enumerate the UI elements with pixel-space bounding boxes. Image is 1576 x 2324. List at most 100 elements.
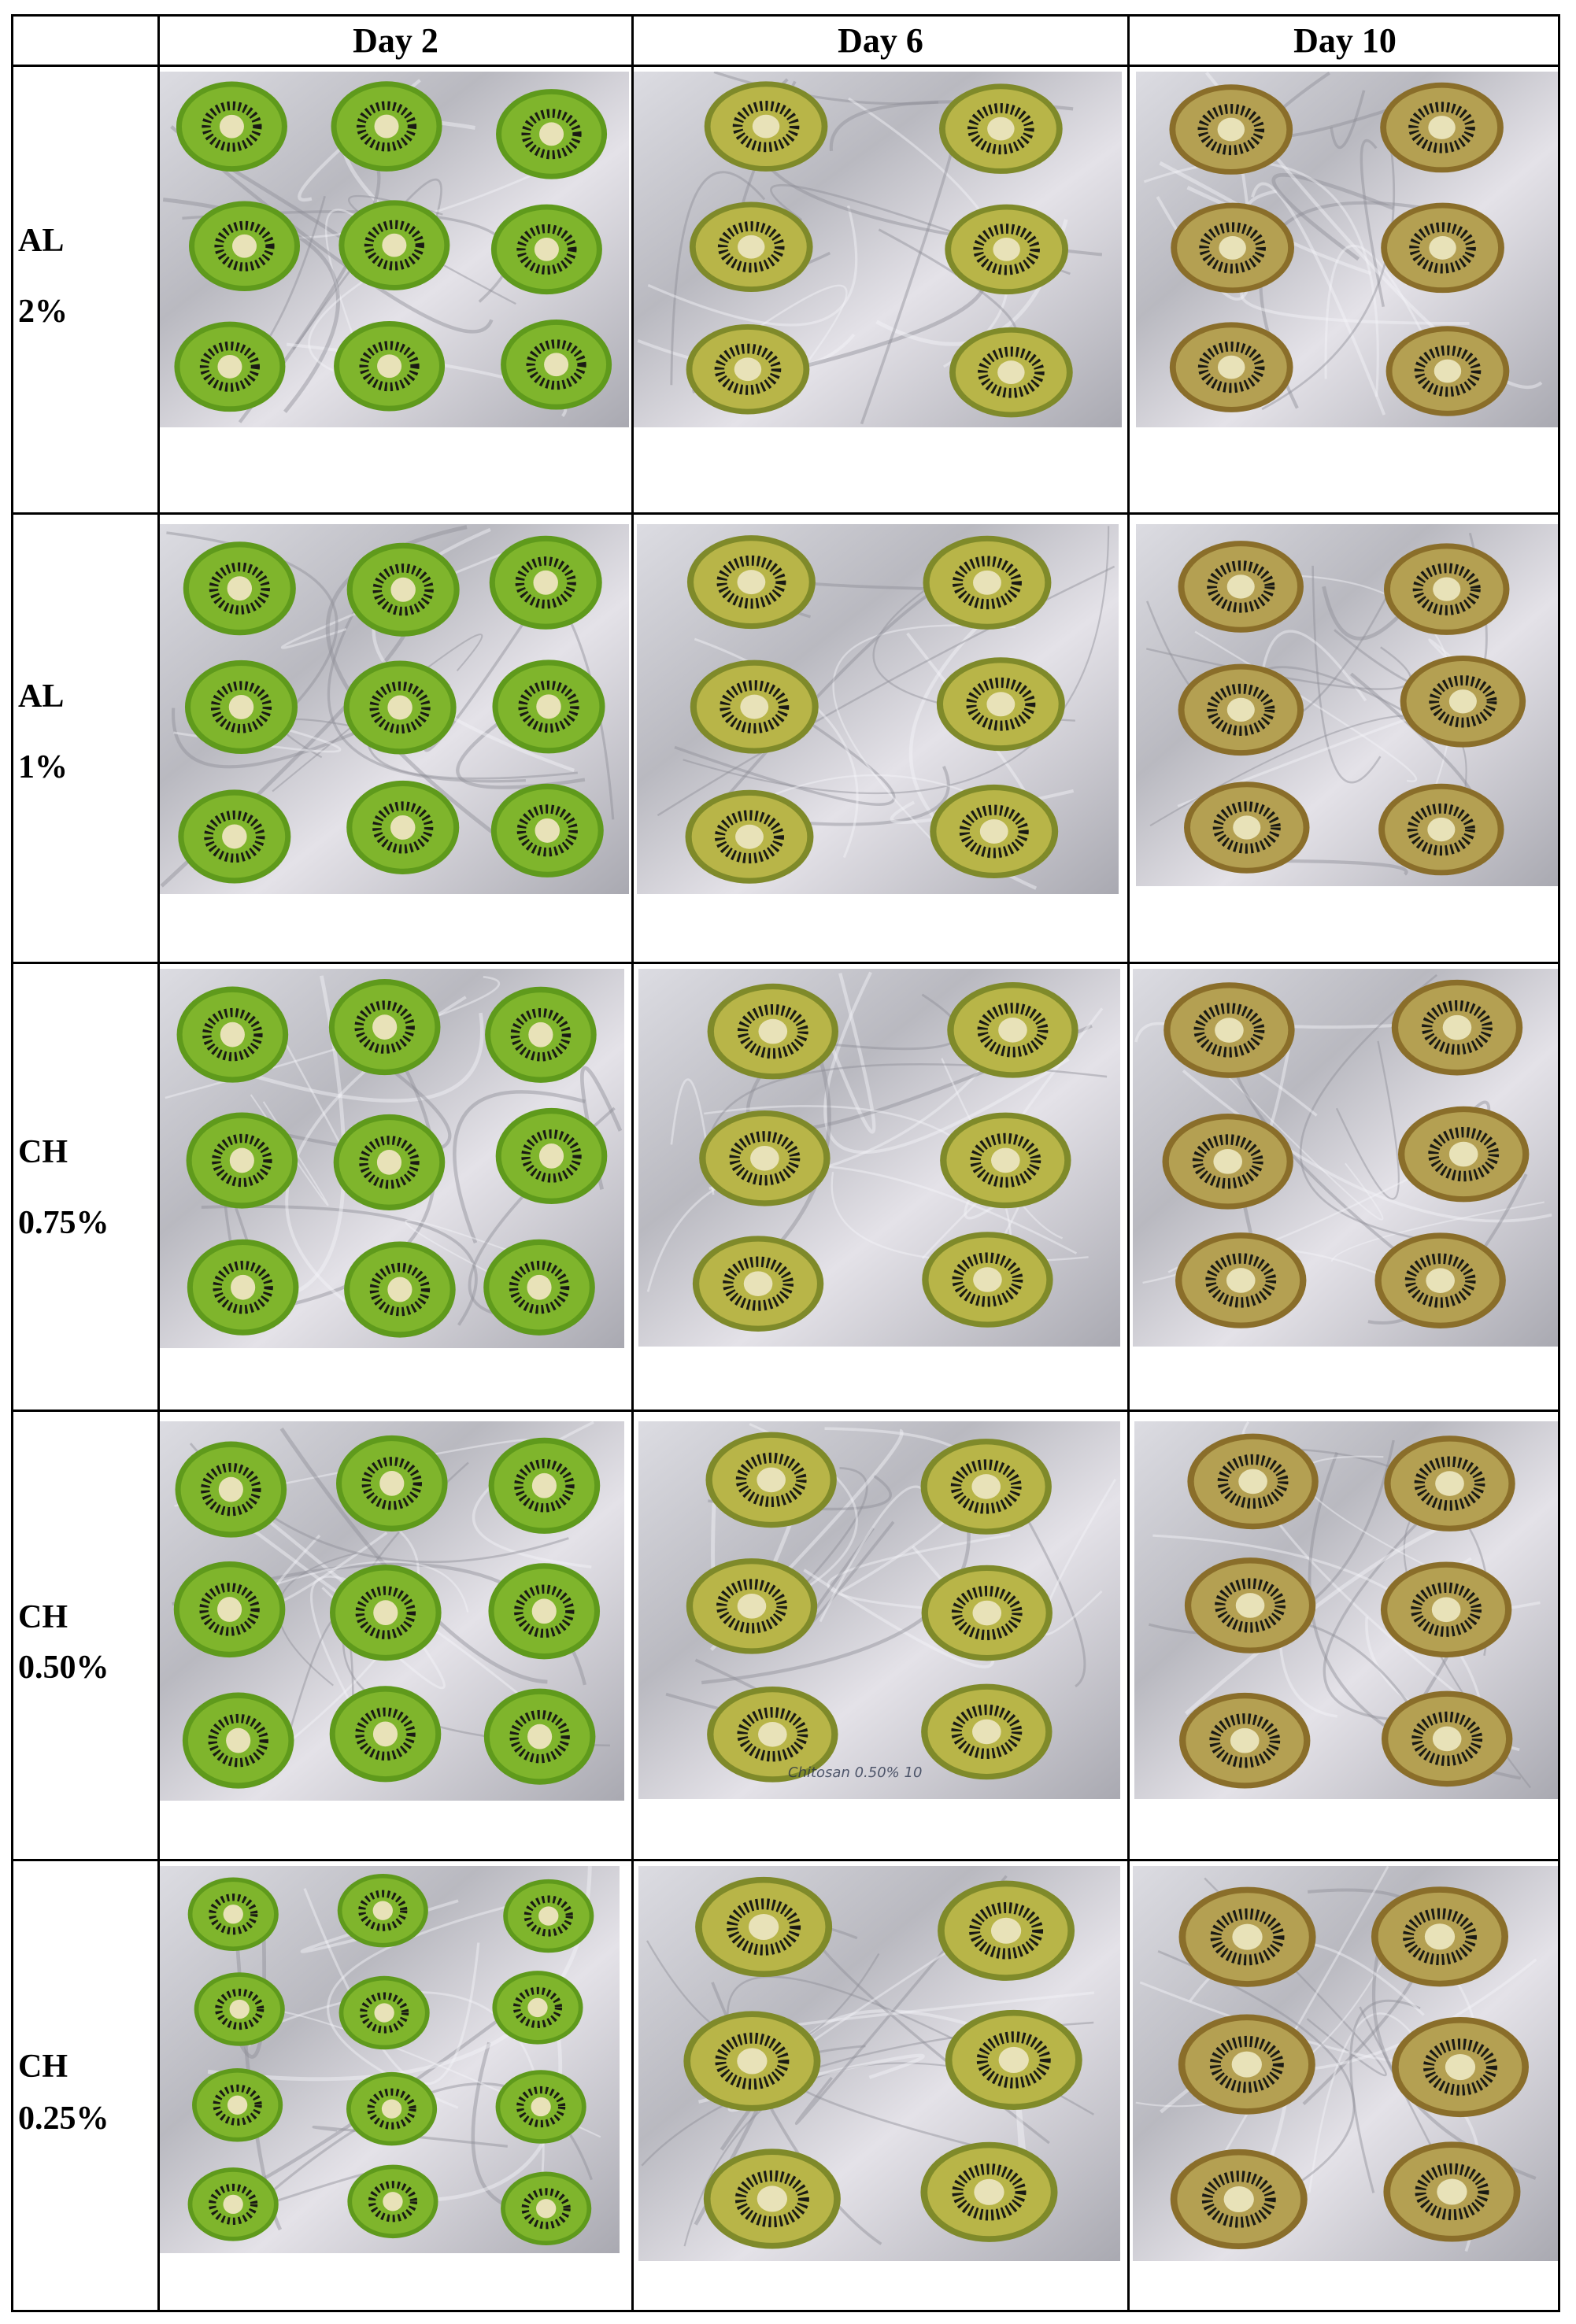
kiwi-slice-photo: [1136, 524, 1558, 886]
kiwi-slice: [1169, 84, 1293, 175]
kiwi-slice: [705, 1432, 837, 1528]
kiwi-slice: [1400, 656, 1526, 748]
kiwi-slice: [1178, 663, 1304, 756]
kiwi-slice: [945, 2009, 1082, 2111]
kiwi-slice: [488, 1437, 601, 1534]
kiwi-slice: [922, 1232, 1053, 1328]
kiwi-slice: [1378, 783, 1504, 876]
header-day-10: Day 10: [1127, 14, 1560, 65]
kiwi-slice: [1178, 2014, 1315, 2115]
kiwi-slice: [1184, 781, 1310, 874]
kiwi-slice-photo: [1133, 969, 1558, 1347]
kiwi-slice: [920, 1439, 1052, 1535]
row-label-concentration: 1%: [18, 749, 68, 785]
kiwi-slice-photo: [634, 72, 1122, 427]
row-label-al-1: AL 1%: [11, 512, 157, 962]
kiwi-slice: [920, 2141, 1058, 2242]
kiwi-slice-photo: [638, 1866, 1120, 2261]
kiwi-slice: [690, 660, 819, 754]
kiwi-slice: [938, 1880, 1075, 1981]
kiwi-slice: [1170, 2148, 1308, 2250]
kiwi-slice: [495, 2070, 586, 2144]
kiwi-slice: [173, 1561, 286, 1658]
row-label-concentration: 0.25%: [18, 2100, 109, 2137]
kiwi-slice: [489, 535, 602, 630]
photo-cell: [157, 512, 631, 962]
kiwi-slice: [492, 1971, 583, 2045]
kiwi-slice: [921, 1565, 1053, 1661]
photo-cell: [631, 512, 1127, 962]
kiwi-slice: [1164, 982, 1295, 1078]
kiwi-slice: [503, 1879, 594, 1953]
kiwi-slice: [485, 986, 597, 1083]
kiwi-slice: [1179, 1692, 1311, 1789]
kiwi-slice: [923, 535, 1052, 630]
kiwi-slice: [1374, 1232, 1506, 1328]
kiwi-slice: [1178, 1886, 1316, 1987]
kiwi-slice: [344, 1241, 456, 1338]
kiwi-slice: [334, 320, 446, 412]
photo-cell: [157, 962, 631, 1410]
kiwi-coating-table: Day 2 Day 6 Day 10 AL 2% AL 1%: [11, 14, 1560, 2312]
photo-cell: [631, 1859, 1127, 2312]
kiwi-slice: [1380, 1561, 1512, 1658]
kiwi-slice: [483, 1239, 595, 1336]
row-label-coating: AL: [18, 678, 65, 715]
kiwi-slice: [331, 81, 442, 172]
kiwi-slice: [936, 657, 1065, 752]
kiwi-slice: [496, 89, 608, 179]
kiwi-slice: [1184, 1557, 1316, 1653]
kiwi-slice: [189, 201, 301, 291]
kiwi-slice: [703, 2148, 841, 2249]
kiwi-slice: [186, 1112, 298, 1209]
kiwi-slice: [686, 1558, 818, 1654]
kiwi-slice: [686, 535, 816, 630]
photo-cell: Chitosan 0.50% 10: [631, 1410, 1127, 1859]
kiwi-slice: [707, 983, 839, 1080]
kiwi-slice: [175, 1441, 287, 1538]
kiwi-slice: [1162, 1114, 1293, 1210]
kiwi-slice: [335, 1435, 448, 1531]
photo-cell: [1127, 65, 1560, 512]
kiwi-slice: [174, 321, 286, 412]
kiwi-slice: [329, 1686, 442, 1783]
kiwi-slice-photo: [160, 524, 629, 894]
kiwi-slice-photo: [160, 1421, 624, 1801]
kiwi-slice: [1385, 326, 1510, 416]
kiwi-slice: [1383, 2141, 1521, 2242]
kiwi-slice: [921, 1683, 1053, 1780]
header-day-6: Day 6: [631, 14, 1127, 65]
kiwi-slice: [328, 979, 441, 1076]
kiwi-slice-photo: [160, 1866, 620, 2253]
kiwi-slice: [346, 2071, 438, 2146]
kiwi-slice: [686, 323, 810, 415]
kiwi-slice: [495, 1107, 608, 1204]
kiwi-slice: [1391, 2016, 1529, 2118]
kiwi-slice: [184, 660, 298, 754]
header-day-2: Day 2: [157, 14, 631, 65]
kiwi-slice: [945, 204, 1068, 295]
kiwi-slice: [947, 982, 1078, 1078]
kiwi-slice: [695, 1876, 833, 1978]
kiwi-slice: [333, 1114, 446, 1210]
kiwi-slice: [707, 1687, 838, 1783]
kiwi-slice: [330, 1565, 442, 1661]
kiwi-slice: [1381, 1690, 1513, 1787]
kiwi-slice: [692, 1236, 824, 1332]
row-label-coating: CH: [18, 2049, 68, 2085]
kiwi-slice: [187, 1877, 279, 1951]
photo-cell: [157, 1859, 631, 2312]
photo-cell: [1127, 512, 1560, 962]
kiwi-slice-photo: [638, 969, 1120, 1347]
kiwi-slice: [178, 789, 291, 884]
row-label-concentration: 0.75%: [18, 1205, 109, 1241]
kiwi-slice: [1175, 1232, 1307, 1328]
kiwi-slice: [949, 327, 1073, 418]
kiwi-slice: [343, 660, 457, 755]
kiwi-slice: [685, 789, 814, 884]
photo-handwritten-note: Chitosan 0.50% 10: [788, 1764, 923, 1781]
kiwi-slice: [192, 2068, 283, 2142]
kiwi-slice: [490, 783, 604, 878]
kiwi-slice: [490, 204, 602, 295]
kiwi-slice: [339, 200, 450, 290]
